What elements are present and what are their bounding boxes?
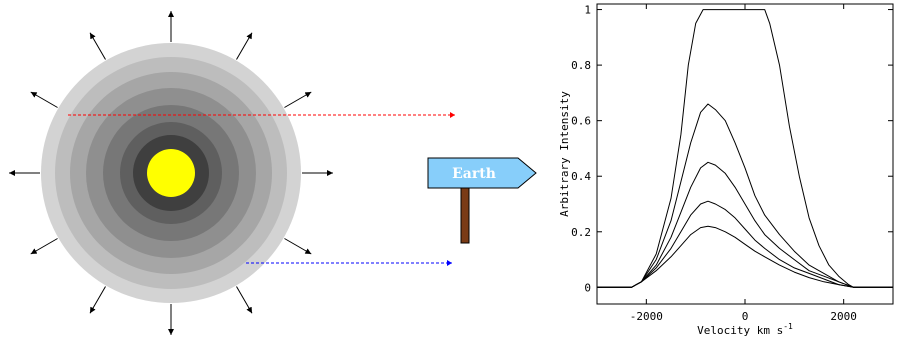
outflow-arrow xyxy=(284,238,312,255)
outflow-arrows xyxy=(9,11,333,335)
x-tick-label: 2000 xyxy=(830,310,857,323)
profile-line xyxy=(597,161,893,288)
outflow-arrow xyxy=(30,91,58,108)
profile-line xyxy=(597,103,893,288)
outflow-arrow xyxy=(284,91,312,108)
signpost-post xyxy=(460,185,470,244)
y-tick-label: 0 xyxy=(584,281,591,294)
y-axis-label: Arbitrary Intensity xyxy=(558,91,571,217)
profile-line xyxy=(597,225,893,288)
y-ticks: 0 0.2 0.4 0.6 0.8 1 xyxy=(571,4,893,294)
signpost-label: Earth xyxy=(452,166,496,182)
x-ticks: -2000 0 2000 xyxy=(630,4,857,323)
outflow-arrow xyxy=(89,32,106,60)
y-tick-label: 0.2 xyxy=(571,226,591,239)
y-tick-label: 0.8 xyxy=(571,59,591,72)
x-tick-label: 0 xyxy=(742,310,749,323)
profile-line xyxy=(597,200,893,288)
profile-line xyxy=(597,9,893,288)
line-profile-chart: -2000 0 2000 0 0.2 0.4 0.6 0.8 1 Velocity km s-… xyxy=(558,3,894,337)
signpost-board xyxy=(427,157,537,189)
outflow-arrow xyxy=(236,32,253,60)
outflow-arrow xyxy=(236,286,253,314)
y-tick-label: 1 xyxy=(584,4,591,17)
x-tick-label: -2000 xyxy=(630,310,663,323)
series-lines xyxy=(597,9,893,288)
outflow-arrow xyxy=(30,238,58,255)
plot-frame xyxy=(596,3,894,305)
earth-signpost: Earth xyxy=(427,157,537,244)
x-axis-label: Velocity km s-1 xyxy=(697,322,793,337)
y-tick-label: 0.4 xyxy=(571,170,591,183)
star-core xyxy=(147,149,195,197)
outflow-arrow xyxy=(89,286,106,314)
y-tick-label: 0.6 xyxy=(571,115,591,128)
